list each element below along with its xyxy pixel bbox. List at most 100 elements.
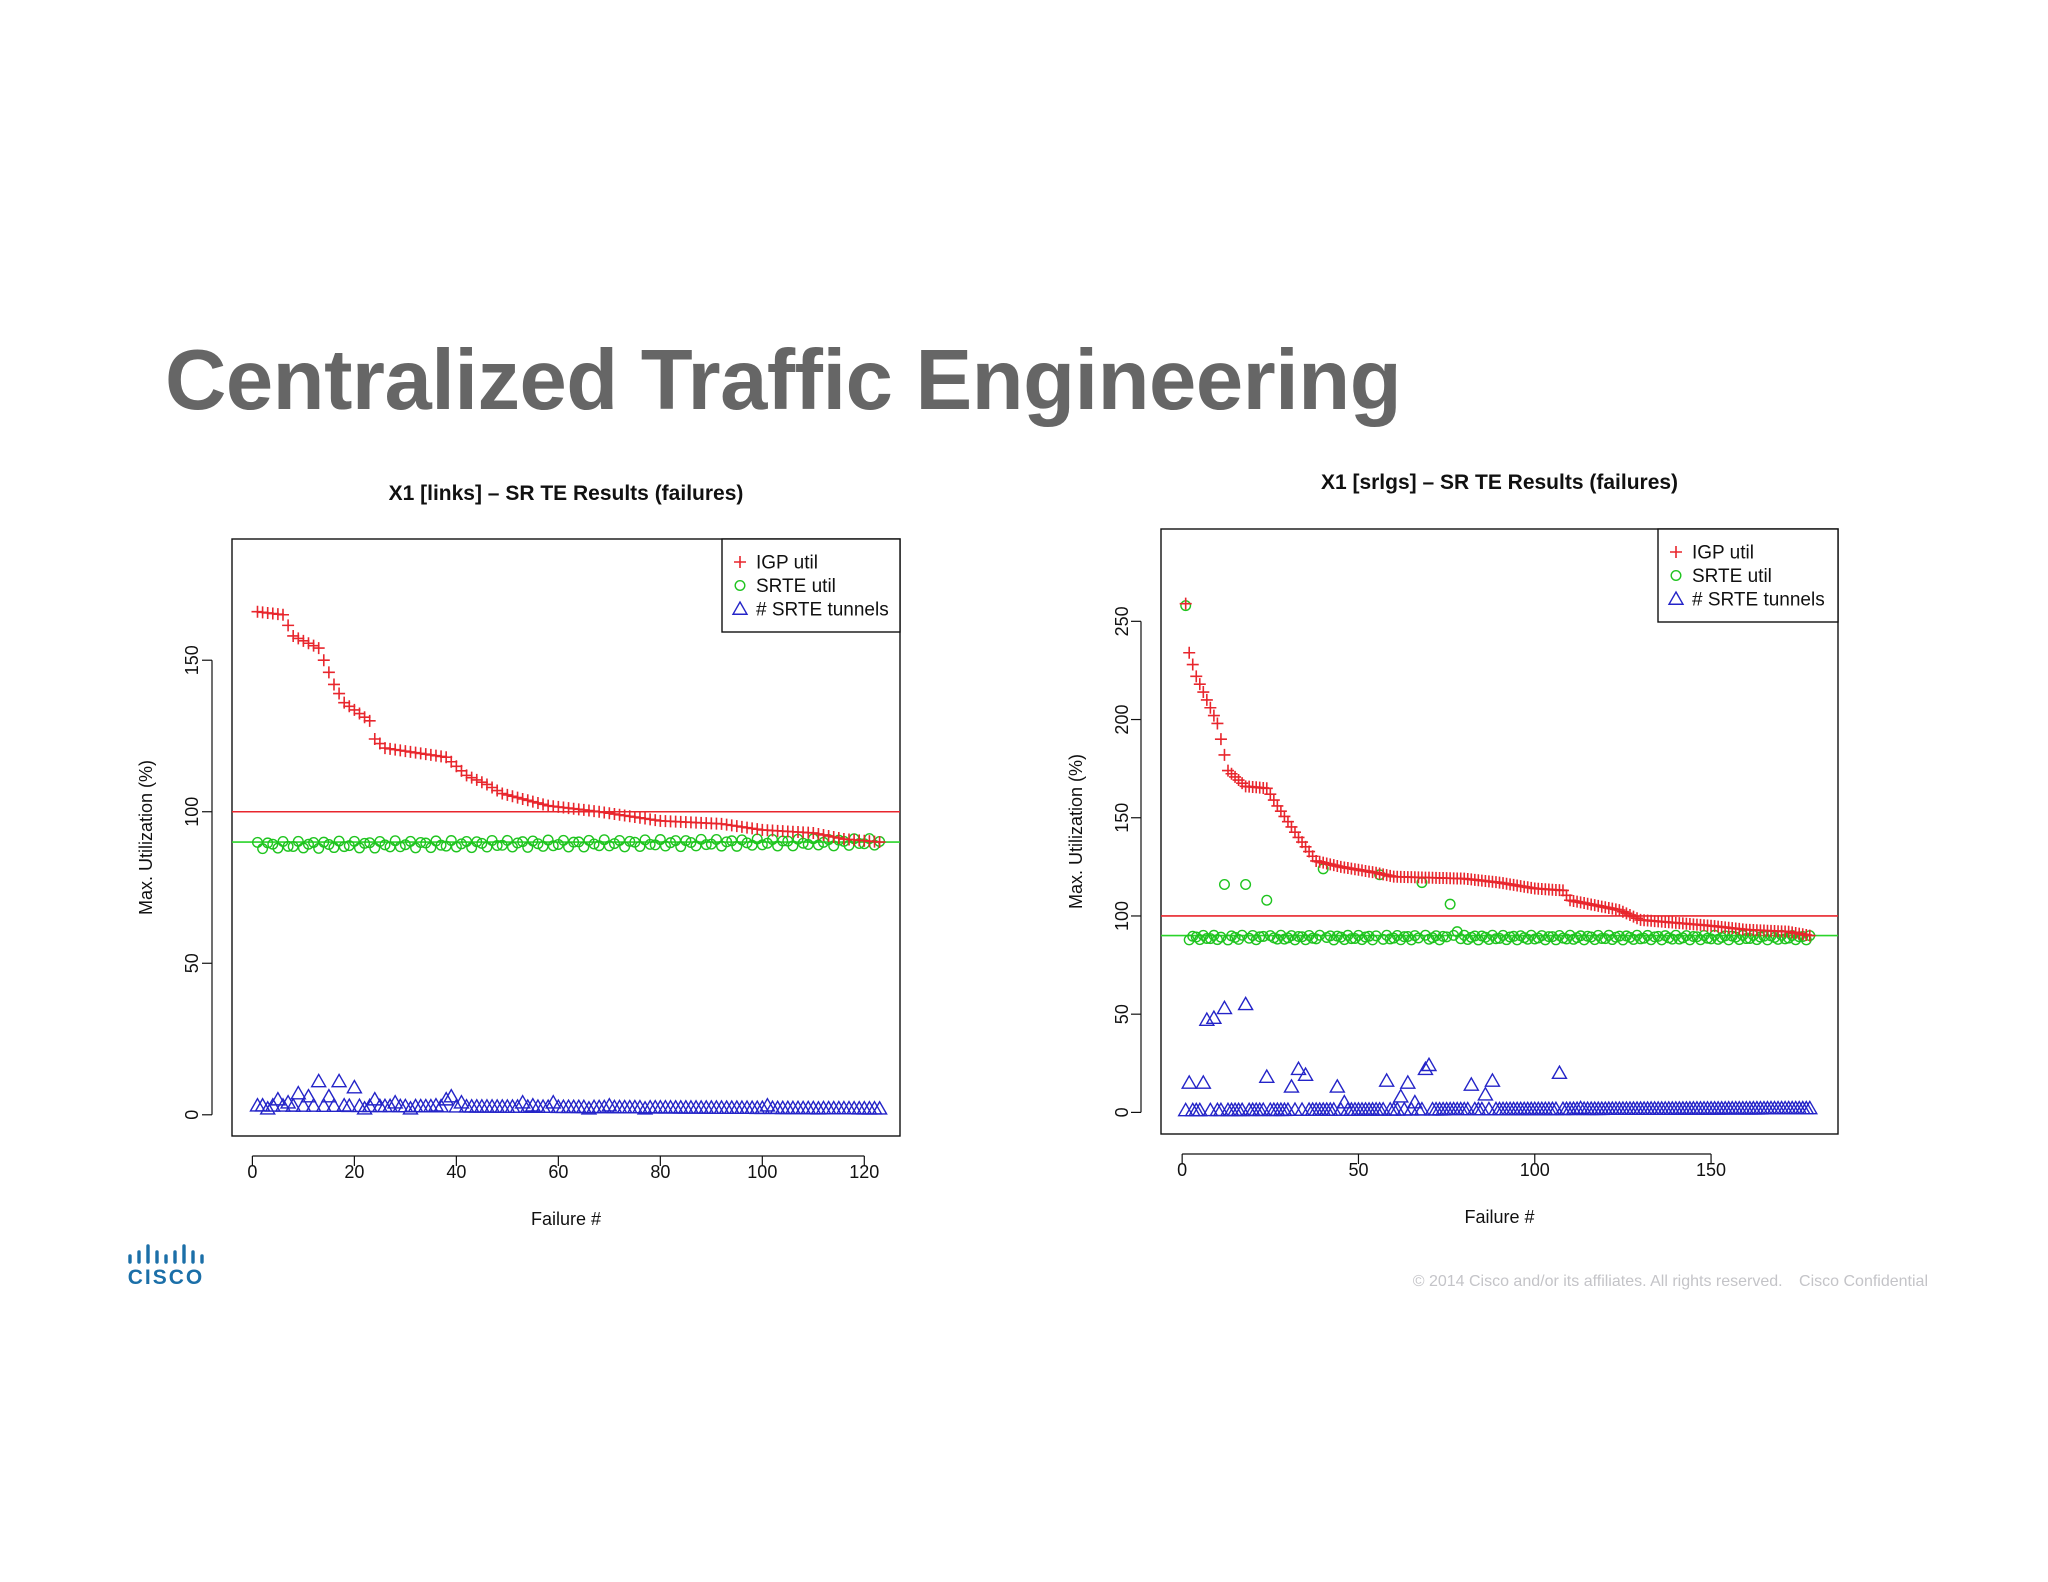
data-point (817, 828, 830, 841)
x-tick-label: 150 (1696, 1160, 1726, 1180)
data-point (1183, 934, 1195, 946)
data-point (415, 837, 427, 849)
data-point (1181, 1074, 1198, 1089)
y-tick-label: 0 (182, 1110, 202, 1120)
data-point (262, 837, 274, 849)
data-point (527, 835, 539, 847)
x-axis-label: Failure # (531, 1209, 601, 1229)
data-point (1412, 932, 1424, 944)
data-point (1546, 931, 1558, 943)
data-point (486, 781, 499, 794)
data-point (512, 837, 524, 849)
y-tick-label: 50 (1112, 1004, 1132, 1024)
data-point (1645, 934, 1657, 946)
data-point (1649, 931, 1661, 943)
data-point (1218, 748, 1231, 761)
data-point (290, 1085, 307, 1100)
data-point (325, 1097, 343, 1113)
legend-label: # SRTE tunnels (1692, 590, 1825, 611)
data-point (1666, 933, 1678, 945)
data-point (1237, 995, 1254, 1011)
legend-label: SRTE util (756, 576, 836, 597)
data-point (1801, 1100, 1818, 1115)
data-point (269, 1091, 287, 1106)
data-point (1486, 929, 1498, 941)
data-point (300, 1088, 317, 1103)
data-point (359, 837, 371, 849)
data-point (1409, 930, 1421, 942)
data-point (1551, 1064, 1568, 1080)
series-srte-util (251, 833, 886, 855)
series-igp-util (251, 605, 886, 849)
x-tick-label: 50 (1348, 1160, 1368, 1180)
data-point (511, 791, 524, 804)
data-point (480, 778, 493, 791)
y-tick-label: 0 (1112, 1107, 1132, 1117)
data-point (721, 836, 733, 848)
data-point (700, 839, 712, 851)
data-point (366, 1091, 383, 1106)
legend-marker (1670, 546, 1682, 558)
cisco-logo-icon (128, 1244, 204, 1264)
data-point (327, 678, 340, 691)
data-point (381, 1097, 399, 1113)
data-point (1635, 933, 1647, 945)
data-point (318, 836, 330, 848)
data-point (284, 1097, 302, 1112)
data-point (1193, 678, 1206, 691)
x-tick-label: 0 (1177, 1160, 1187, 1180)
data-point (394, 841, 406, 853)
data-point (1211, 717, 1224, 730)
data-point (1289, 934, 1301, 946)
data-point (1190, 931, 1202, 943)
data-point (1417, 1060, 1434, 1076)
data-point (356, 1100, 373, 1115)
data-point (363, 714, 376, 727)
data-point (1243, 932, 1255, 944)
data-point (435, 839, 447, 851)
chart-title: X1 [srlgs] – SR TE Results (failures) (1321, 471, 1678, 494)
data-point (1214, 733, 1227, 746)
data-point (1207, 709, 1220, 722)
footer-copyright: © 2014 Cisco and/or its affiliates. All … (1412, 1273, 1783, 1290)
data-point (282, 619, 295, 632)
data-point (516, 792, 529, 805)
data-point (580, 1100, 598, 1115)
data-point (1451, 926, 1463, 938)
data-point (1395, 934, 1407, 946)
data-point (812, 839, 824, 851)
data-point (249, 1097, 266, 1112)
x-tick-label: 80 (650, 1162, 670, 1182)
data-point (1254, 931, 1266, 943)
data-point (506, 790, 519, 803)
data-point (1195, 1074, 1212, 1089)
chart-title: X1 [links] – SR TE Results (failures) (389, 482, 744, 505)
data-point (1684, 934, 1696, 946)
data-point (1388, 932, 1400, 944)
data-point (1437, 930, 1449, 942)
data-point (1290, 1060, 1307, 1076)
data-point (1335, 931, 1347, 943)
data-point (282, 840, 294, 852)
data-point (276, 608, 289, 621)
data-point (445, 835, 457, 847)
data-point (731, 840, 743, 852)
data-point (1402, 931, 1414, 943)
data-point (1532, 932, 1544, 944)
data-point (1258, 1068, 1275, 1083)
x-tick-label: 120 (849, 1162, 879, 1182)
data-point (1186, 658, 1199, 671)
data-point (1293, 930, 1305, 942)
data-point (1585, 931, 1597, 943)
data-point (1670, 929, 1682, 941)
data-point (807, 826, 820, 839)
data-point (509, 1098, 526, 1113)
series-srte-util (1180, 600, 1816, 946)
data-point (1310, 933, 1322, 945)
data-point (519, 1098, 536, 1113)
y-tick-label: 150 (182, 645, 202, 675)
data-point (1484, 1072, 1501, 1087)
data-point (1218, 879, 1230, 891)
data-point (547, 840, 559, 852)
data-point (1378, 1072, 1395, 1087)
